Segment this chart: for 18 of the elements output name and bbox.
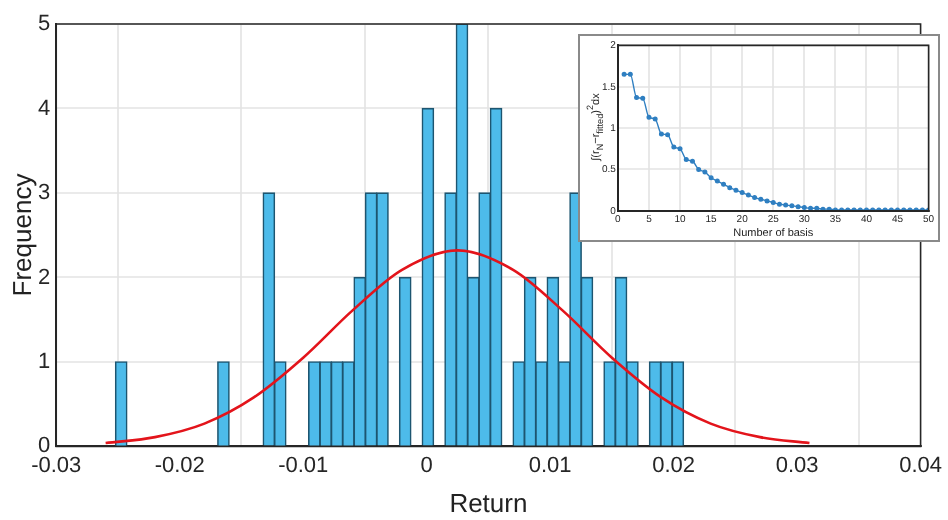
x-axis-title: Return: [449, 487, 528, 518]
x-tick-label: 0.03: [775, 453, 819, 478]
x-tick-label: -0.03: [31, 453, 82, 478]
y-tick-label: 0: [37, 434, 51, 459]
y-tick-label: 2: [37, 265, 51, 290]
y-tick-label: 4: [37, 96, 51, 121]
x-tick-label: 0: [420, 453, 433, 478]
x-tick-label: 0.01: [528, 453, 572, 478]
y-tick-label: 5: [37, 12, 51, 37]
x-tick-label: -0.01: [278, 453, 329, 478]
x-tick-label: -0.02: [154, 453, 205, 478]
y-tick-label: 1: [37, 349, 51, 374]
y-axis-title: Frequency: [6, 172, 36, 296]
x-tick-label: 0.02: [652, 453, 696, 478]
line-series: [621, 71, 929, 211]
x-tick-label: 0.04: [899, 453, 943, 478]
y-tick-label: 3: [37, 181, 51, 206]
line-series: [104, 249, 811, 445]
